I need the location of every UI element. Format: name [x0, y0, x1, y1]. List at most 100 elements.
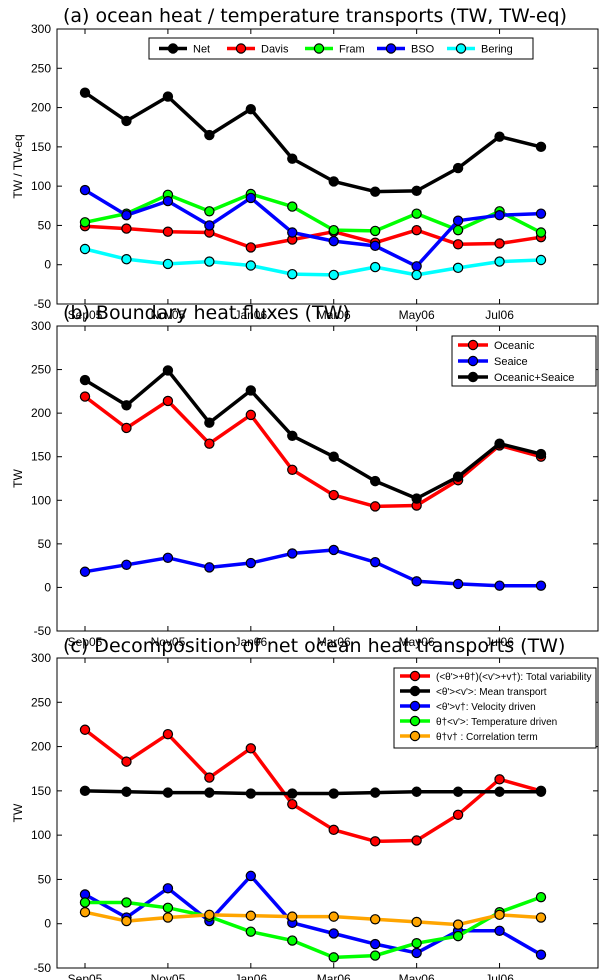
legend-marker [409, 685, 421, 697]
data-point [79, 217, 91, 228]
data-point [245, 557, 257, 569]
data-point [162, 787, 174, 798]
data-point [287, 464, 298, 475]
legend-label: Fram [339, 44, 365, 56]
x-tick-label: Jul06 [485, 972, 514, 980]
legend-label: <θ'>v†: Velocity driven [436, 702, 536, 713]
series-4 [79, 184, 547, 272]
data-point [121, 756, 132, 767]
data-point [452, 809, 464, 820]
data-point [79, 724, 91, 735]
data-point [535, 912, 547, 923]
legend-label: Oceanic [494, 340, 535, 352]
data-point [328, 269, 339, 281]
y-axis-label: TW [11, 803, 25, 822]
data-point [411, 269, 422, 281]
series-1 [79, 724, 547, 847]
data-point [452, 578, 464, 590]
panel-1: (a) ocean heat / temperature transports … [11, 5, 599, 322]
data-point [535, 141, 547, 153]
data-point [162, 728, 174, 740]
series-line [84, 368, 542, 501]
data-point [452, 919, 464, 930]
legend-label: Davis [261, 44, 289, 56]
x-tick-label: Jan06 [234, 308, 267, 322]
data-point [494, 256, 505, 267]
data-point [328, 489, 339, 501]
data-point [79, 897, 91, 908]
data-point [369, 950, 381, 961]
data-point [162, 912, 174, 923]
plot-frame [56, 325, 599, 632]
x-tick-label: Jan06 [234, 635, 267, 649]
y-tick-label: 200 [31, 101, 51, 115]
data-point [204, 256, 215, 267]
x-tick-label: Jul06 [485, 308, 514, 322]
data-point [494, 210, 505, 221]
legend-marker [167, 43, 179, 54]
series-line [84, 789, 541, 796]
x-tick-label: Sep05 [68, 635, 103, 649]
data-point [535, 891, 547, 903]
legend-label: (<θ'>+θ†)(<v'>+v†): Total variability [436, 672, 592, 683]
x-tick-label: Nov05 [151, 635, 186, 649]
series-1 [79, 391, 547, 512]
y-tick-label: -50 [34, 624, 52, 638]
data-point [245, 788, 257, 799]
x-tick-label: Sep05 [68, 308, 103, 322]
data-point [369, 501, 381, 512]
data-point [121, 223, 132, 234]
data-point [494, 774, 505, 785]
chart-title: (b) Boundary heat fluxes (TW) [63, 302, 350, 324]
data-point [204, 417, 215, 428]
data-point [494, 925, 505, 937]
y-tick-label: 50 [38, 218, 52, 232]
data-point [452, 215, 464, 226]
series-line [84, 188, 542, 269]
y-axis-label: TW / TW-eq [11, 134, 25, 198]
y-tick-label: 300 [31, 319, 51, 333]
legend-marker [235, 43, 247, 54]
y-tick-label: 0 [44, 917, 51, 931]
data-point [494, 131, 505, 142]
data-point [452, 471, 464, 482]
data-point [245, 870, 257, 882]
y-tick-label: 250 [31, 695, 51, 709]
y-tick-label: -50 [34, 297, 52, 311]
data-point [245, 385, 257, 396]
data-point [369, 556, 381, 568]
y-tick-label: 50 [38, 537, 52, 551]
data-point [204, 206, 215, 217]
data-point [79, 907, 91, 918]
y-tick-label: 0 [44, 258, 51, 272]
data-point [411, 947, 422, 959]
legend-marker [409, 730, 421, 742]
series-1 [79, 87, 547, 197]
legend-box [148, 37, 534, 60]
data-point [245, 103, 257, 115]
y-axis-label: TW [11, 468, 25, 487]
x-tick-label: Mar06 [317, 972, 351, 980]
data-point [535, 580, 547, 591]
data-point [204, 220, 215, 231]
data-point [452, 224, 464, 236]
data-point [369, 261, 381, 273]
data-point [535, 208, 547, 219]
data-point [162, 395, 174, 407]
data-point [204, 772, 215, 783]
data-point [162, 902, 174, 913]
legend-marker [467, 355, 479, 367]
data-point [162, 195, 174, 207]
data-point [369, 186, 381, 197]
data-point [494, 786, 505, 797]
series-line [84, 910, 542, 927]
data-point [204, 909, 215, 921]
data-point [411, 786, 422, 797]
legend-label: Net [193, 44, 210, 56]
data-point [535, 786, 547, 797]
data-point [369, 225, 381, 237]
data-point [535, 254, 547, 266]
legend-label: θ†v† : Correlation term [436, 732, 538, 743]
data-point [287, 548, 298, 559]
y-tick-label: 0 [44, 580, 51, 594]
